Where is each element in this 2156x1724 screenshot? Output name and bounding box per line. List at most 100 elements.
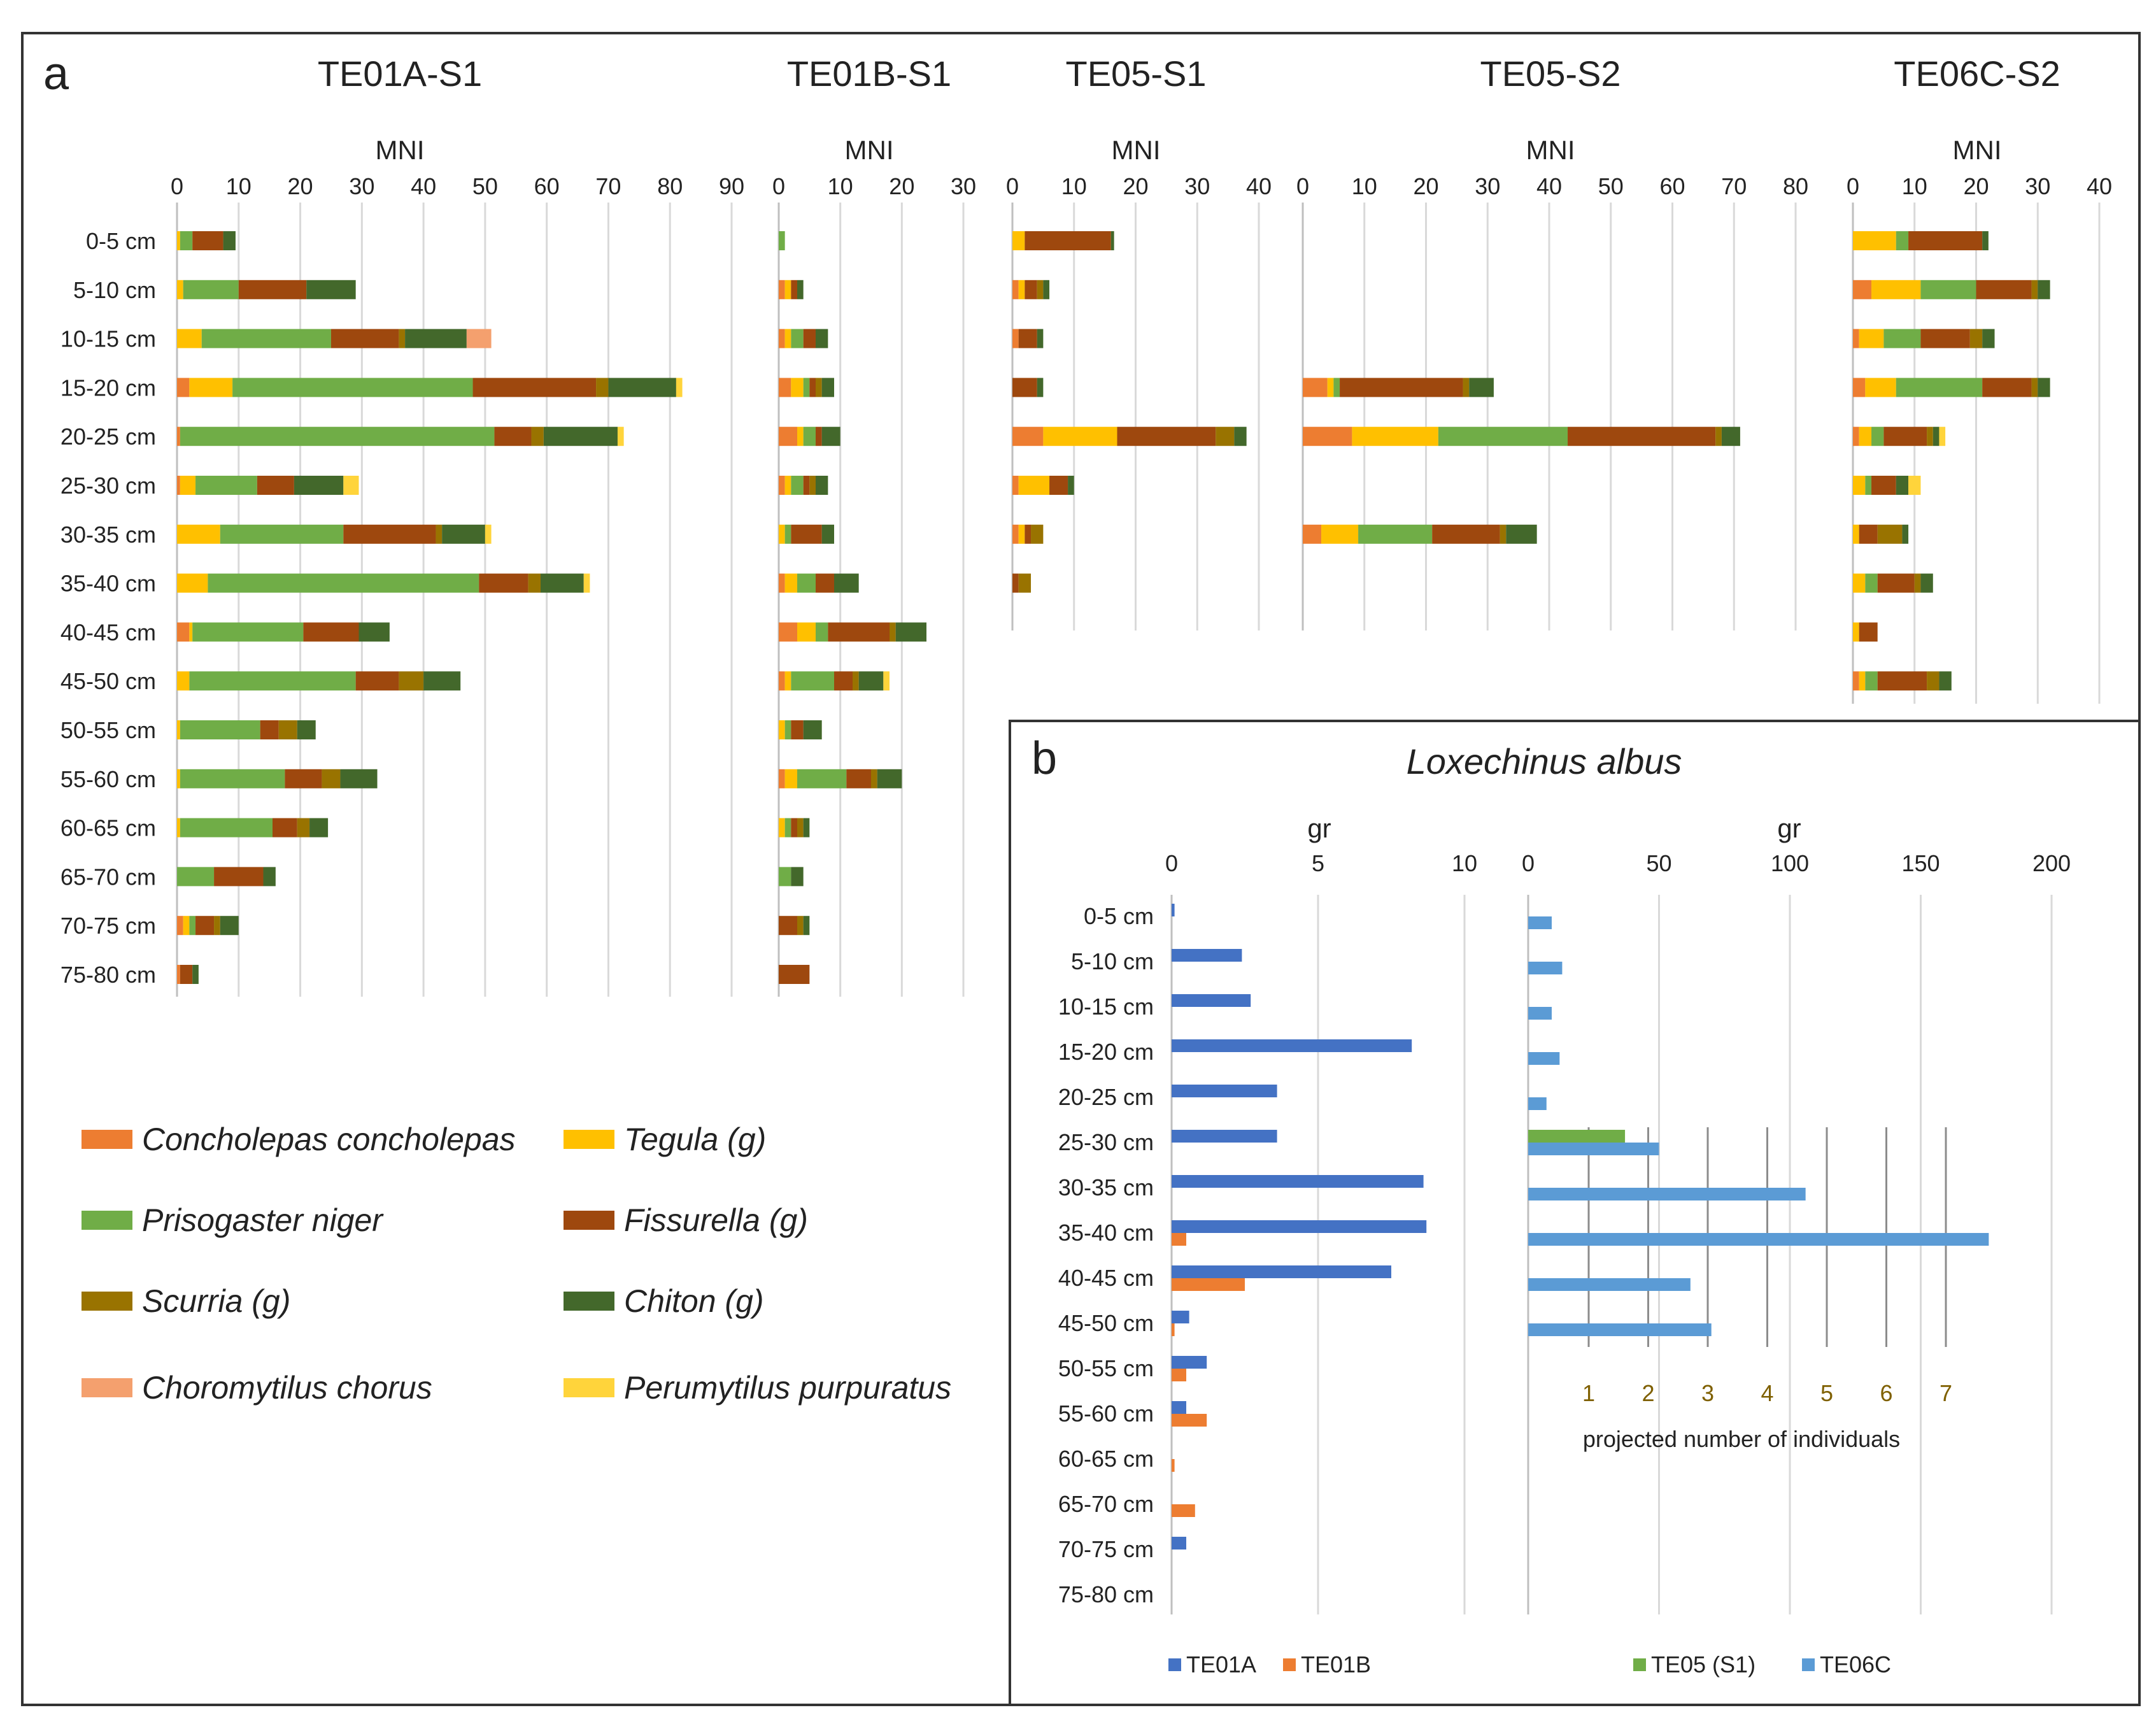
bar-segment: [1939, 427, 1946, 446]
bar: [1528, 962, 1563, 974]
chart-0: TE01A-S1 MNI 0 10 20 30 40 50 60 70 80 90 0-5 cm 5-10…: [60, 53, 744, 997]
bar-segment: [1865, 573, 1878, 593]
bar-segment: [1976, 280, 2032, 299]
legend-swatch: [564, 1211, 614, 1230]
bar-segment: [834, 671, 853, 691]
x-tick-label: 30: [2025, 173, 2050, 199]
bar-segment: [853, 671, 859, 691]
category-label: 0-5 cm: [86, 228, 156, 254]
bar-segment: [1853, 476, 1866, 495]
chart-b-right: gr 0 50 100 150 200 1 2 3 4 5 6 7 projected number of…: [1522, 813, 2071, 1614]
legend-swatch: [82, 1130, 132, 1149]
bar-segment: [791, 329, 804, 348]
legend-label: Tegula (g): [624, 1122, 766, 1157]
bar-segment: [214, 867, 264, 887]
bar-segment: [195, 916, 215, 936]
x-tick-label: 90: [719, 173, 744, 199]
x-tick-label: 40: [411, 173, 436, 199]
x-tick-label: 10: [1452, 850, 1477, 876]
bar: [1172, 1459, 1175, 1472]
category-label: 60-65 cm: [60, 815, 156, 841]
bar-segment: [779, 329, 785, 348]
bar-segment: [1043, 427, 1117, 446]
category-label: 75-80 cm: [1058, 1581, 1154, 1607]
bar-segment: [297, 720, 316, 739]
bar-segment: [1865, 671, 1878, 691]
bar-segment: [1982, 378, 2032, 397]
bar: [1172, 1414, 1207, 1427]
bar-segment: [1877, 671, 1927, 691]
bar-segment: [1982, 231, 1989, 250]
bar: [1172, 1220, 1427, 1233]
bar-segment: [343, 524, 436, 544]
bar-segment: [1871, 427, 1884, 446]
bar-segment: [399, 671, 424, 691]
x-tick-label: 5: [1312, 850, 1324, 876]
bar: [1172, 949, 1242, 962]
bar-segment: [784, 818, 791, 837]
bar-segment: [479, 573, 528, 593]
chart-title: TE06C-S2: [1894, 53, 2060, 94]
bar-segment: [617, 427, 624, 446]
bar-segment: [779, 818, 785, 837]
bar: [1172, 1265, 1391, 1278]
bar-segment: [1568, 427, 1716, 446]
bar-segment: [797, 280, 804, 299]
bar-segment: [821, 524, 834, 544]
bar-segment: [803, 476, 810, 495]
category-label: 40-45 cm: [60, 619, 156, 645]
bar-segment: [858, 671, 884, 691]
x-tick-label: 40: [1246, 173, 1272, 199]
bar: [1172, 1356, 1207, 1369]
bar-segment: [877, 769, 902, 788]
bar-segment: [784, 329, 791, 348]
x-tick-label: 60: [1659, 173, 1685, 199]
x-tick-label: 0: [1165, 850, 1178, 876]
x-axis-label: MNI: [1953, 135, 2002, 165]
bar-segment: [177, 622, 190, 642]
bar-segment: [779, 427, 797, 446]
x-tick-label: 50: [1646, 850, 1671, 876]
bar-segment: [260, 720, 279, 739]
bar-segment: [779, 867, 791, 887]
bar-segment: [779, 280, 785, 299]
legend-label: TE01B: [1301, 1651, 1371, 1678]
bar-segment: [180, 818, 273, 837]
bar-segment: [816, 427, 822, 446]
category-label: 70-75 cm: [1058, 1536, 1154, 1562]
bar-segment: [779, 720, 785, 739]
x-tick-label: 20: [1963, 173, 1989, 199]
bar-segment: [791, 671, 834, 691]
legend-swatch: [82, 1378, 132, 1397]
bar-segment: [177, 818, 180, 837]
bar-segment: [531, 427, 544, 446]
bar-segment: [1018, 573, 1032, 593]
chart-title: TE05-S2: [1480, 53, 1621, 94]
bar-segment: [177, 867, 215, 887]
bar-segment: [189, 916, 196, 936]
bar-segment: [189, 622, 193, 642]
legend-label: TE06C: [1820, 1651, 1891, 1678]
bar: [1528, 1323, 1712, 1336]
bar-segment: [846, 769, 871, 788]
bar: [1172, 1311, 1189, 1323]
bar: [1172, 1175, 1424, 1188]
bar-segment: [1715, 427, 1722, 446]
bar-segment: [1037, 329, 1044, 348]
bar-segment: [1853, 524, 1859, 544]
bar-segment: [784, 573, 797, 593]
bar-segment: [1920, 280, 1976, 299]
bar-segment: [1333, 378, 1340, 397]
bar-segment: [1969, 329, 1983, 348]
x-tick-label: 10: [1902, 173, 1927, 199]
bar-segment: [1068, 476, 1074, 495]
bar-segment: [1982, 329, 1995, 348]
category-label: 45-50 cm: [1058, 1310, 1154, 1336]
bar: [1172, 1537, 1186, 1549]
bar-segment: [1853, 280, 1872, 299]
legend-label: Prisogaster niger: [142, 1202, 384, 1238]
category-label: 65-70 cm: [1058, 1491, 1154, 1517]
bar-segment: [816, 622, 828, 642]
